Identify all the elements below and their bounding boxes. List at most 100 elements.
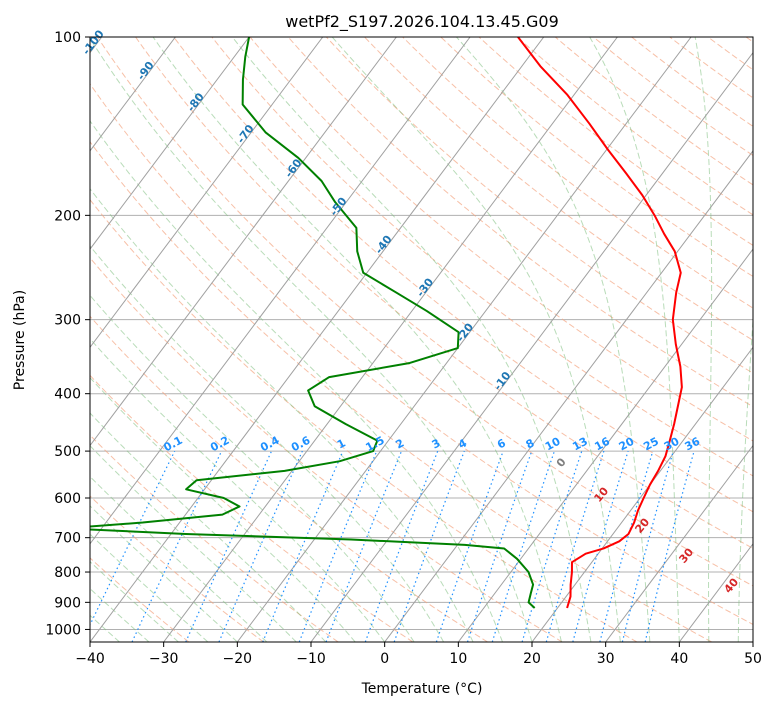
mixing-ratio-line — [599, 450, 654, 642]
mixing-ratio-label: 25 — [641, 435, 661, 454]
isotherm-line — [90, 37, 250, 250]
moist-adiabat — [90, 187, 474, 642]
mixing-ratio-line — [218, 450, 303, 642]
mixing-ratio-label: 20 — [617, 435, 637, 454]
dry-adiabat — [287, 37, 753, 408]
mixing-ratio-label: 16 — [592, 435, 612, 454]
mixing-ratio-label: 10 — [543, 435, 563, 454]
moist-adiabat — [231, 37, 592, 642]
moist-adiabat — [90, 587, 150, 642]
y-tick-label: 100 — [54, 30, 81, 46]
dry-adiabat — [364, 37, 753, 341]
moist-adiabat — [456, 37, 651, 642]
dry-adiabat — [90, 434, 339, 642]
dry-adiabat — [90, 83, 753, 626]
dry-adiabat — [593, 37, 753, 157]
x-tick-label: 10 — [449, 651, 467, 667]
isotherm-line — [163, 37, 618, 642]
mixing-ratio-label: 30 — [662, 435, 682, 454]
moist-adiabat — [90, 560, 179, 642]
mixing-ratio-line — [90, 450, 176, 627]
series-layer — [90, 37, 683, 609]
moist-adiabat — [90, 376, 356, 642]
moist-adiabat — [90, 120, 503, 642]
moist-adiabat — [737, 313, 753, 642]
isotherm-line — [384, 150, 753, 642]
dry-adiabat — [90, 374, 414, 642]
y-tick-label: 600 — [54, 491, 81, 507]
dry-adiabat — [90, 140, 712, 642]
x-tick-label: −30 — [149, 651, 179, 667]
isotherm-line — [90, 37, 176, 152]
dry-adiabat — [249, 37, 753, 442]
moist-adiabat — [90, 505, 238, 642]
dewpoint-profile-line — [90, 37, 536, 609]
mixing-ratio-line — [466, 450, 533, 642]
y-tick-label: 200 — [54, 208, 81, 224]
mixing-ratio-label: 36 — [683, 435, 703, 454]
dry-adiabat — [516, 37, 753, 216]
x-tick-label: 0 — [380, 651, 389, 667]
isotherm-line — [236, 37, 692, 642]
isotherm-line — [90, 37, 471, 545]
isotherm-line — [531, 346, 753, 642]
x-tick-label: −20 — [223, 651, 253, 667]
isotherm-line — [90, 37, 397, 447]
moist-adiabat — [90, 245, 445, 642]
y-tick-label: 1000 — [45, 622, 81, 638]
y-axis: 100 200 300 400 500 600 700 800 900 1000 — [45, 30, 90, 638]
moist-adiabat — [331, 37, 621, 642]
dry-adiabat — [325, 37, 753, 374]
mixing-ratio-line — [262, 450, 344, 642]
moist-adiabat — [90, 412, 327, 642]
isotherm-line — [457, 248, 753, 642]
mixing-ratio-line — [131, 450, 223, 642]
x-axis: −40 −30 −20 −10 0 10 20 30 40 50 — [75, 642, 762, 667]
mixing-ratio-line — [491, 450, 555, 642]
dry-adiabat — [135, 37, 753, 549]
mixing-ratio-label: 13 — [570, 435, 590, 454]
plot-frame — [89, 36, 754, 643]
dry-adiabat — [554, 37, 753, 186]
mixing-ratio-line — [644, 450, 695, 642]
moist-adiabat — [90, 475, 268, 642]
x-tick-label: −10 — [296, 651, 326, 667]
mixing-ratio-line — [298, 450, 378, 642]
mixing-ratio-line — [545, 450, 605, 642]
y-tick-label: 800 — [54, 565, 81, 581]
mixing-ratio-line — [185, 450, 273, 642]
background-lines — [90, 37, 753, 642]
dry-adiabat — [90, 198, 638, 642]
moist-adiabat — [90, 533, 209, 642]
mixing-ratio-line — [572, 450, 629, 642]
x-tick-label: 50 — [744, 651, 762, 667]
mixing-ratio-line — [621, 450, 674, 642]
temperature-profile-line — [517, 37, 683, 609]
y-axis-label: Pressure (hPa) — [12, 290, 28, 390]
chart-title: wetPf2_S197.2026.104.13.45.G09 — [285, 12, 559, 32]
y-tick-label: 500 — [54, 444, 81, 460]
y-tick-label: 400 — [54, 387, 81, 403]
x-axis-label: Temperature (°C) — [361, 681, 483, 697]
x-tick-label: 40 — [670, 651, 688, 667]
dry-adiabat — [96, 37, 753, 587]
moist-adiabat — [694, 37, 713, 642]
x-tick-label: 30 — [597, 651, 615, 667]
moist-adiabat — [90, 445, 297, 642]
isotherm-line — [90, 37, 545, 642]
moist-adiabat — [152, 37, 562, 642]
x-tick-label: 20 — [523, 651, 541, 667]
isotherm-line — [90, 37, 324, 349]
dry-adiabat — [173, 37, 753, 513]
isotherm-line — [605, 444, 753, 642]
x-tick-label: −40 — [75, 651, 105, 667]
y-tick-label: 300 — [54, 313, 81, 329]
moist-adiabat — [589, 37, 680, 642]
mixing-ratio-line — [521, 450, 583, 642]
y-tick-label: 900 — [54, 595, 81, 611]
moist-adiabat — [90, 338, 386, 642]
y-tick-label: 700 — [54, 531, 81, 547]
